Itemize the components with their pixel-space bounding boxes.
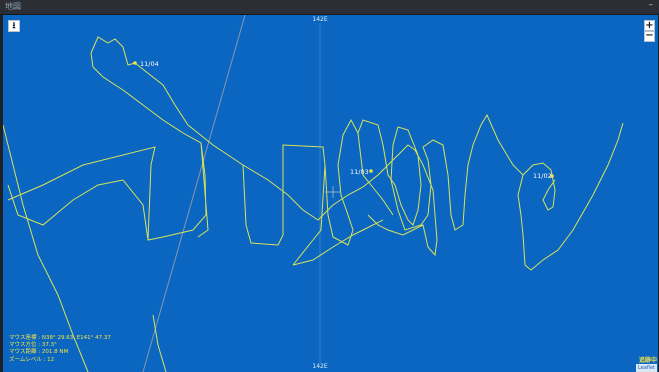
vessel-track [3, 36, 624, 372]
longitude-label-bottom: 142E [312, 363, 328, 370]
map-canvas[interactable]: ⭳ + − 142E 142E 11/04 11/03 11/02 マウス座標 … [3, 15, 658, 372]
tracking-status[interactable]: 追跡中 [638, 357, 657, 364]
marker-dot-1104 [133, 61, 137, 65]
zoom-in-button[interactable]: + [644, 20, 655, 31]
crosshair [325, 186, 341, 198]
zoom-level: ズームレベル : 12 [9, 356, 55, 363]
leaflet-attribution[interactable]: Leaflet [635, 364, 657, 372]
mouse-coordinate: マウス座標 : N38° 29.63, E141° 47.37 [9, 335, 111, 341]
mouse-distance: マウス距離 : 201.8 NM [9, 349, 69, 356]
date-label-1102: 11/02 [533, 172, 552, 180]
minimize-button[interactable]: – [648, 0, 654, 10]
window-titlebar: 地図 – [0, 0, 659, 15]
window-title: 地図 [5, 2, 21, 11]
map-overlay [3, 15, 624, 372]
mouse-bearing: マウス方位 : 37.3° [9, 342, 57, 349]
mouse-status-panel: マウス座標 : N38° 29.63, E141° 47.37 マウス方位 : … [9, 335, 111, 364]
date-label-1104: 11/04 [140, 60, 159, 68]
zoom-out-button[interactable]: − [644, 30, 655, 42]
date-label-1103: 11/03 [350, 168, 369, 176]
marker-dot-1103 [369, 169, 373, 173]
marker-dot-1102 [550, 174, 554, 178]
longitude-label-top: 142E [312, 16, 328, 23]
download-icon: ⭳ [12, 21, 16, 31]
route-line [142, 15, 246, 372]
download-button[interactable]: ⭳ [8, 20, 20, 32]
